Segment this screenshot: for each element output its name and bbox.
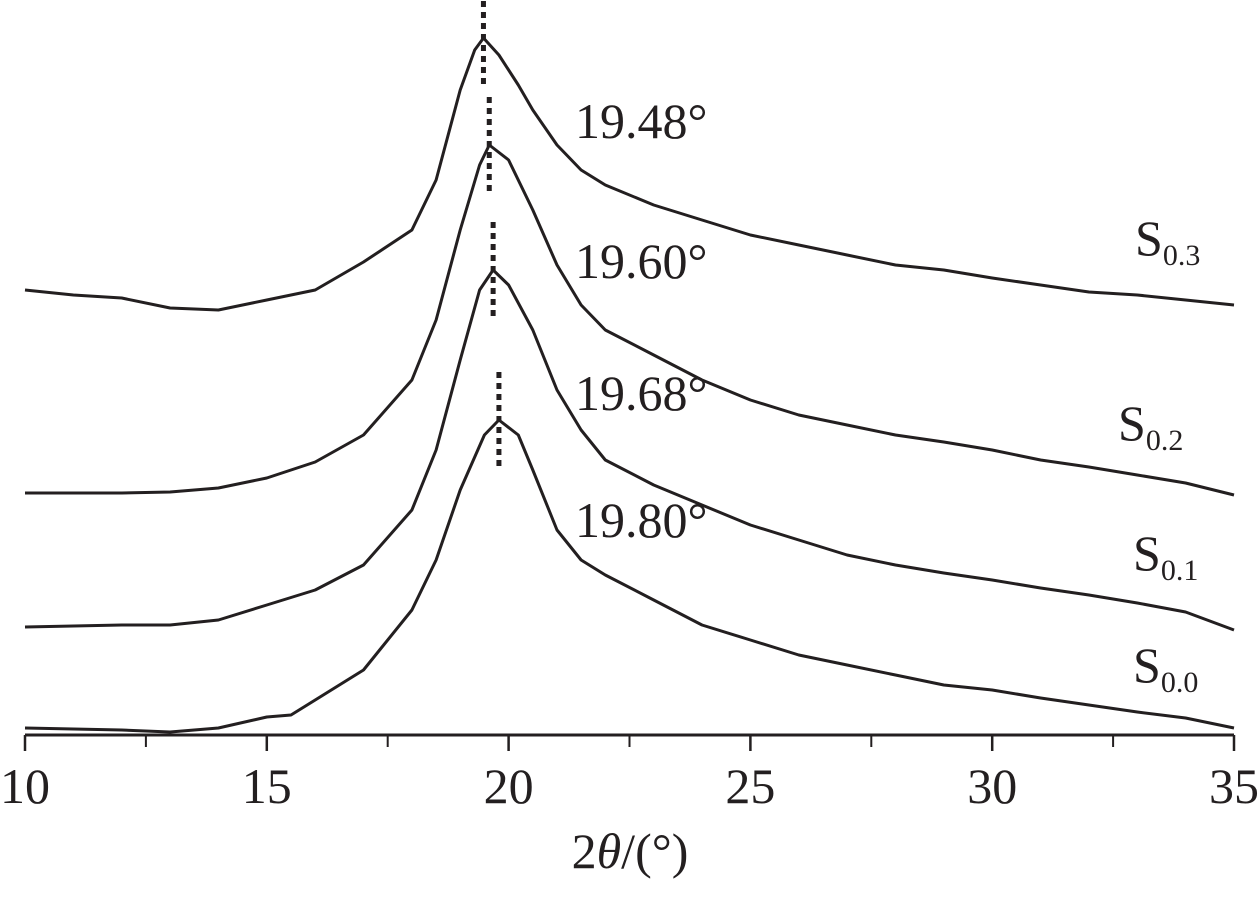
peak-label: 19.48° <box>575 93 708 149</box>
legend-label: S0.1 <box>1133 525 1198 587</box>
x-tick-label: 30 <box>967 758 1017 814</box>
legend-label: S0.2 <box>1118 395 1183 457</box>
x-tick-label: 25 <box>725 758 775 814</box>
x-tick-label: 20 <box>484 758 534 814</box>
legend-label: S0.3 <box>1135 210 1200 272</box>
x-axis-label: 2θ/(°) <box>572 823 689 879</box>
x-tick-label: 10 <box>0 758 50 814</box>
legend-label: S0.0 <box>1133 637 1198 699</box>
peak-label: 19.60° <box>575 233 708 289</box>
curve <box>24 268 1235 632</box>
curve <box>24 36 1235 312</box>
curve <box>25 143 1235 497</box>
x-tick-label: 35 <box>1209 758 1259 814</box>
peak-label: 19.80° <box>575 492 708 548</box>
x-tick-label: 15 <box>242 758 292 814</box>
peak-label: 19.68° <box>575 365 708 421</box>
curve <box>24 418 1235 734</box>
